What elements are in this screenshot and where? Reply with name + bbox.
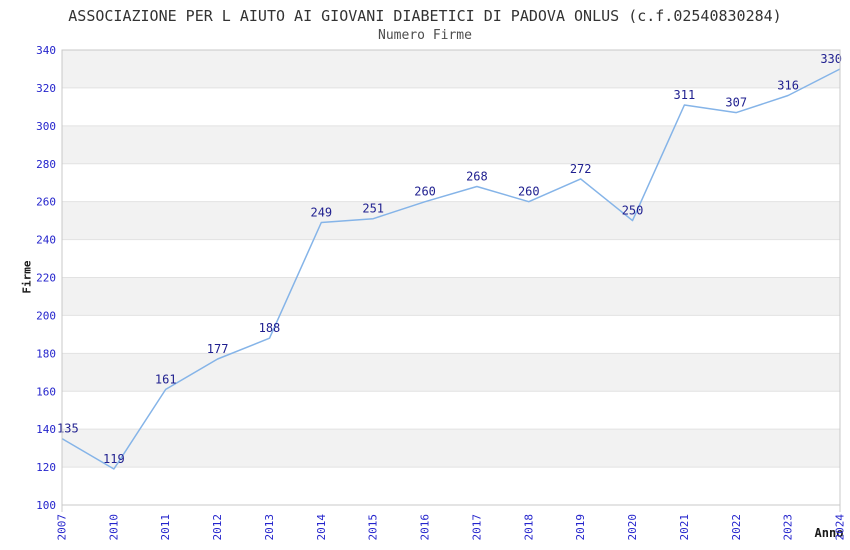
- data-label: 188: [259, 321, 281, 335]
- plot-band: [62, 277, 840, 316]
- series-line: [61, 68, 841, 470]
- data-label: 316: [777, 79, 799, 93]
- y-tick-label: 300: [36, 120, 56, 133]
- data-label: 272: [570, 162, 592, 176]
- data-label: 311: [674, 88, 696, 102]
- data-label: 260: [518, 185, 540, 199]
- x-tick-label: 2019: [574, 514, 587, 541]
- y-tick-label: 240: [36, 234, 56, 247]
- data-label: 307: [725, 96, 747, 110]
- x-tick-label: 2013: [263, 514, 276, 541]
- x-tick-label: 2010: [107, 514, 120, 541]
- x-tick-label: 2015: [367, 514, 380, 541]
- x-tick-label: 2017: [470, 514, 483, 541]
- y-tick-label: 140: [36, 423, 56, 436]
- x-tick-label: 2014: [315, 514, 328, 541]
- x-tick-label: 2012: [211, 514, 224, 541]
- data-label: 330: [820, 52, 842, 66]
- plot-band: [62, 201, 840, 240]
- y-tick-label: 260: [36, 196, 56, 209]
- x-axis-title: Anno: [814, 526, 844, 540]
- data-label: 119: [103, 452, 125, 466]
- x-tick-label: 2016: [419, 514, 432, 541]
- x-tick-label: 2023: [782, 514, 795, 541]
- data-label: 260: [414, 185, 436, 199]
- data-label: 135: [57, 422, 79, 436]
- data-label: 268: [466, 170, 488, 184]
- x-tick-label: 2022: [730, 514, 743, 541]
- plot-band: [62, 353, 840, 392]
- y-tick-label: 160: [36, 385, 56, 398]
- x-tick-label: 2007: [56, 514, 69, 541]
- plot-band: [62, 50, 840, 88]
- data-label: 161: [155, 372, 177, 386]
- data-label: 250: [622, 204, 644, 218]
- plot-band: [62, 125, 840, 164]
- x-tick-label: 2024: [834, 514, 847, 541]
- x-tick-label: 2011: [159, 514, 172, 541]
- y-tick-label: 200: [36, 309, 56, 322]
- y-tick-label: 120: [36, 461, 56, 474]
- y-tick-label: 180: [36, 347, 56, 360]
- chart-subtitle: Numero Firme: [378, 28, 472, 43]
- y-tick-label: 320: [36, 82, 56, 95]
- data-label: 249: [310, 206, 332, 220]
- data-label: 251: [362, 202, 384, 216]
- y-tick-label: 220: [36, 272, 56, 285]
- x-tick-label: 2018: [522, 514, 535, 541]
- y-tick-label: 340: [36, 44, 56, 57]
- plot-band: [62, 429, 840, 468]
- y-tick-label: 280: [36, 158, 56, 171]
- y-tick-label: 100: [36, 499, 56, 512]
- plot-border: [61, 49, 841, 506]
- chart-title: ASSOCIAZIONE PER L AIUTO AI GIOVANI DIAB…: [68, 7, 782, 25]
- x-tick-label: 2020: [626, 514, 639, 541]
- data-label: 177: [207, 342, 229, 356]
- x-tick-label: 2021: [678, 514, 691, 541]
